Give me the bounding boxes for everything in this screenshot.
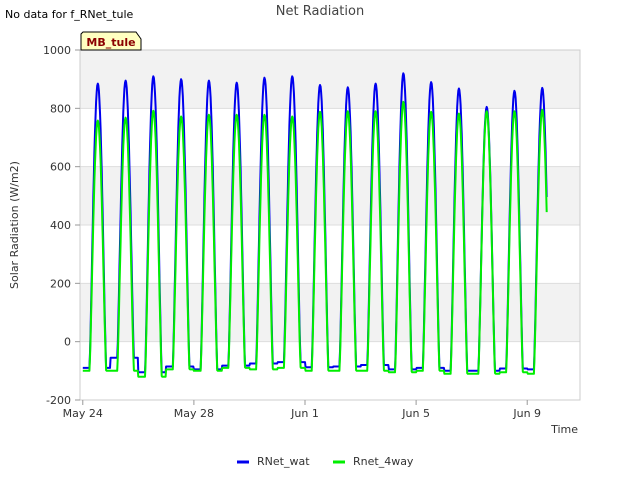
y-tick-label: 0: [64, 336, 71, 349]
y-tick-label: 800: [50, 102, 71, 115]
legend-label: RNet_wat: [257, 455, 310, 468]
x-tick-label: Jun 9: [512, 407, 541, 420]
series-line-rnet-4way: [82, 100, 548, 378]
x-axis-label: Time: [550, 423, 578, 436]
legend: RNet_wat Rnet_4way: [237, 455, 414, 468]
plot-band: [80, 50, 580, 109]
y-tick-label: -200: [46, 394, 71, 407]
site-badge: MB_tule: [80, 31, 142, 51]
y-tick-label: 200: [50, 277, 71, 290]
y-tick-label: 600: [50, 161, 71, 174]
y-axis-label: Solar Radiation (W/m2): [8, 161, 21, 289]
no-data-note: No data for f_RNet_tule: [5, 8, 134, 21]
series-layer: [82, 72, 548, 378]
chart-title: Net Radiation: [276, 4, 364, 19]
plot-band: [80, 283, 580, 342]
x-tick-labels: May 24 May 28 Jun 1 Jun 5 Jun 9: [63, 400, 541, 420]
x-tick-label: Jun 5: [401, 407, 430, 420]
x-tick-label: May 28: [174, 407, 214, 420]
y-tick-labels: -200 0 200 400 600 800 1000: [43, 44, 80, 407]
legend-label: Rnet_4way: [353, 455, 414, 468]
site-badge-label: MB_tule: [86, 36, 135, 49]
y-tick-label: 400: [50, 219, 71, 232]
plot-band: [80, 166, 580, 225]
y-tick-label: 1000: [43, 44, 71, 57]
x-tick-label: May 24: [63, 407, 103, 420]
x-tick-label: Jun 1: [290, 407, 319, 420]
